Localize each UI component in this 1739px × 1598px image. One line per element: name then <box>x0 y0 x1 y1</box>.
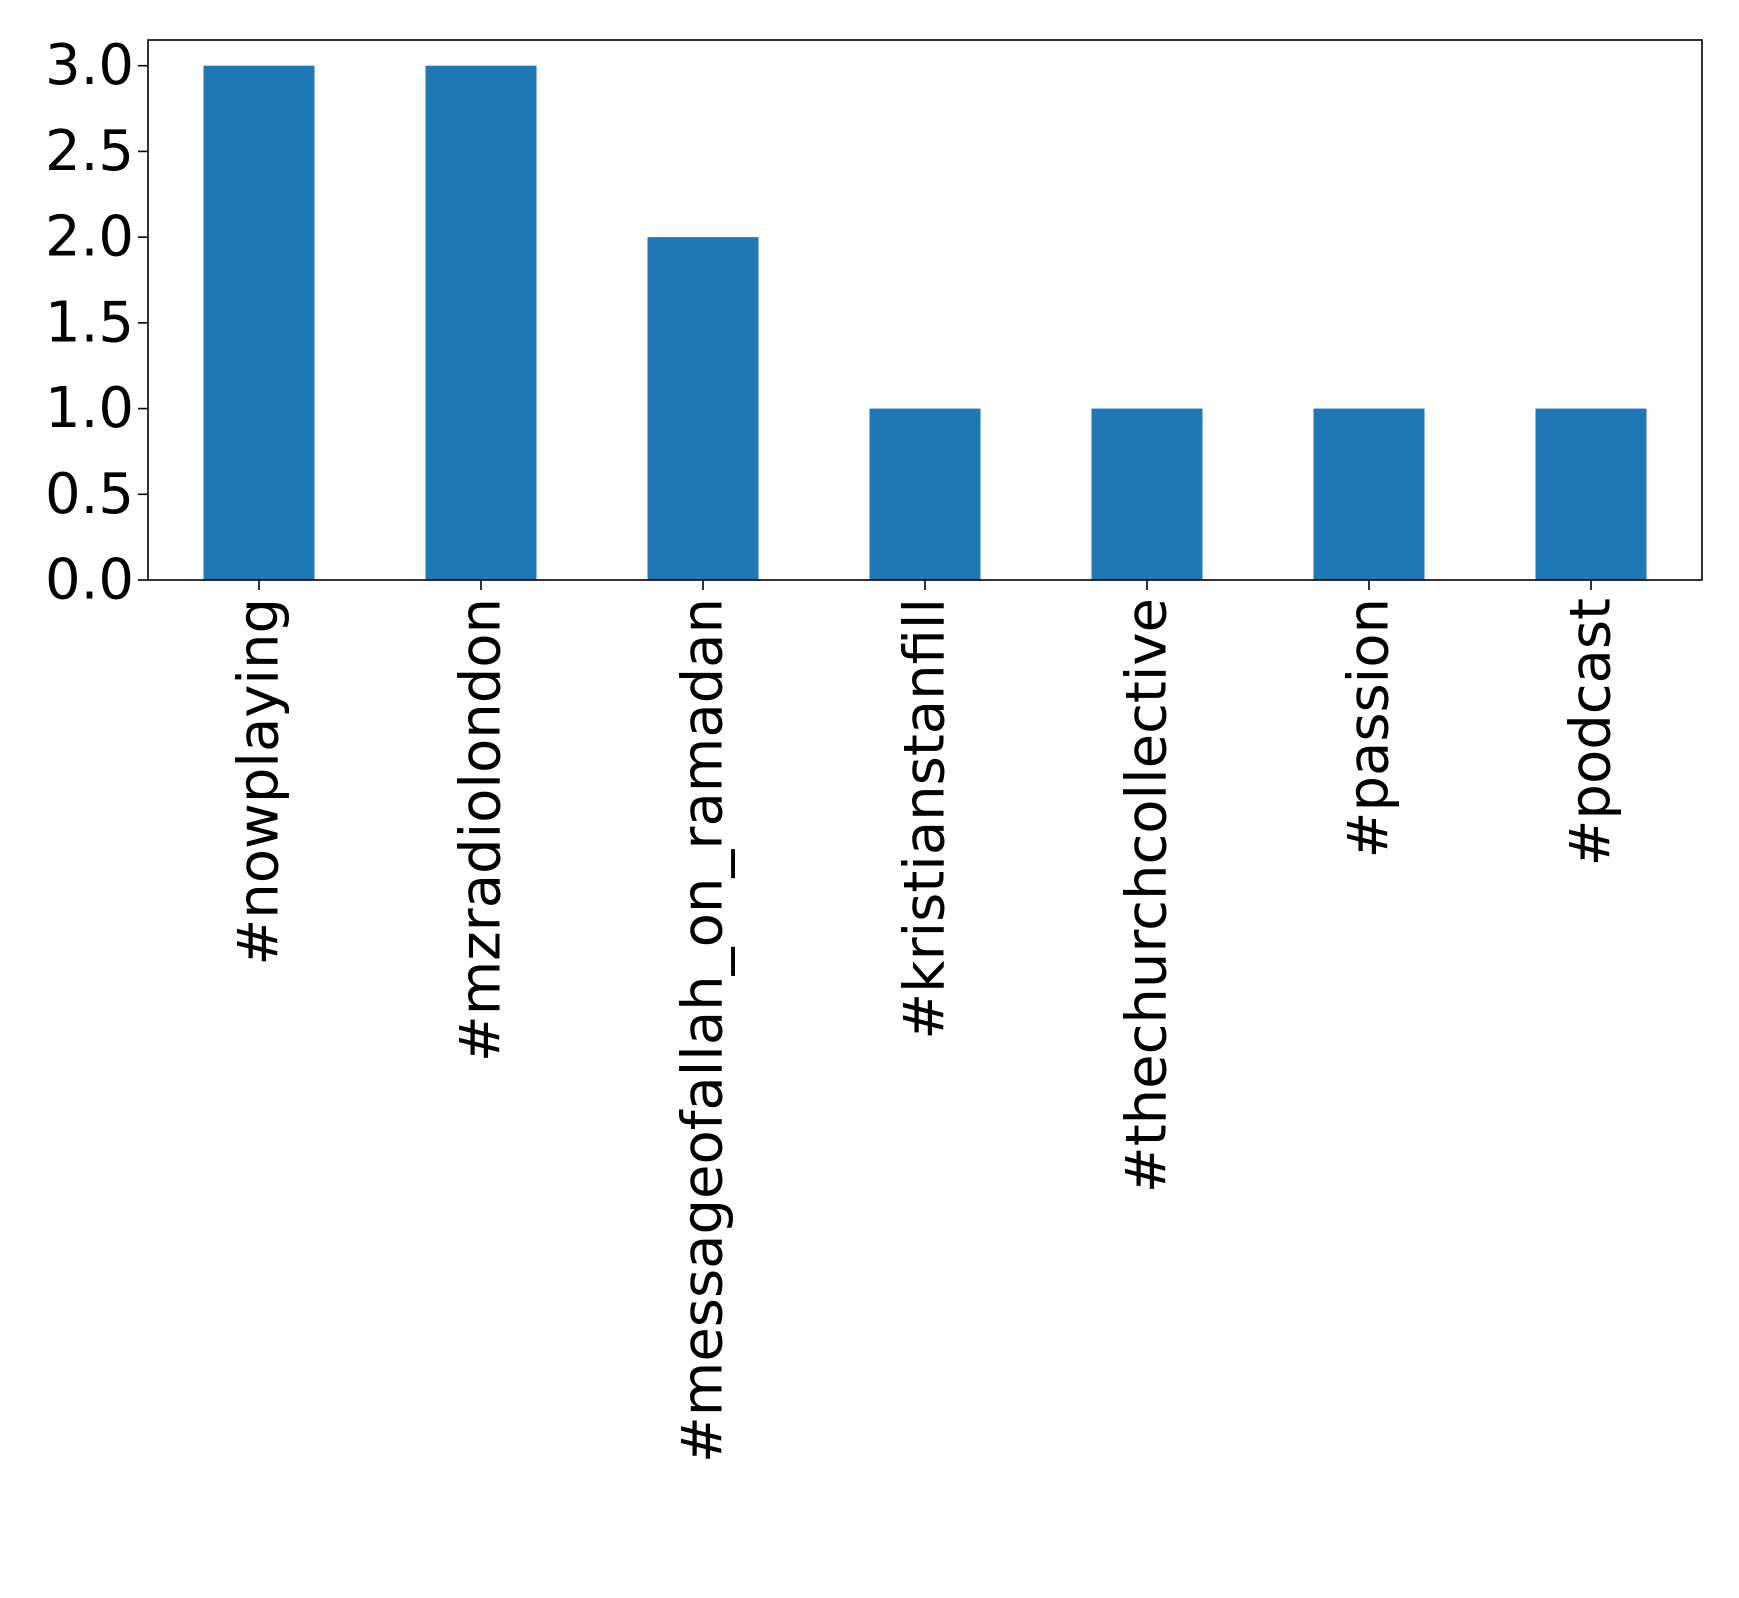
x-tick-label: #messageofallah_on_ramadan <box>671 598 736 1463</box>
bar-mzradiolondon <box>425 65 537 580</box>
plot-frame <box>147 39 1703 581</box>
y-tick-label: 3.0 <box>45 33 134 98</box>
y-tick-label: 2.5 <box>45 119 134 184</box>
y-tick-label: 2.0 <box>45 205 134 270</box>
bar-passion <box>1313 408 1425 580</box>
x-tick-label: #nowplaying <box>227 598 292 966</box>
x-tick-label: #thechurchcollective <box>1115 598 1180 1193</box>
x-axis: #nowplaying #mzradiolondon #messageofallah… <box>227 580 1624 1463</box>
bar-thechurchcollective <box>1091 408 1203 580</box>
y-axis: 0.0 0.5 1.0 1.5 2.0 2.5 3.0 <box>45 33 148 613</box>
bar-podcast <box>1535 408 1647 580</box>
x-tick-label: #mzradiolondon <box>449 598 514 1062</box>
y-tick-label: 1.0 <box>45 376 134 441</box>
bar-kristianstanfill <box>869 408 981 580</box>
x-tick-label: #passion <box>1337 598 1402 858</box>
y-tick-label: 0.5 <box>45 462 134 527</box>
y-tick-label: 0.0 <box>45 548 134 613</box>
y-tick-label: 1.5 <box>45 290 134 355</box>
bar-messageofallah-on-ramadan <box>647 237 759 580</box>
x-tick-label: #podcast <box>1559 598 1624 867</box>
bars-layer <box>203 65 1647 580</box>
bar-nowplaying <box>203 65 315 580</box>
x-tick-label: #kristianstanfill <box>893 598 958 1040</box>
